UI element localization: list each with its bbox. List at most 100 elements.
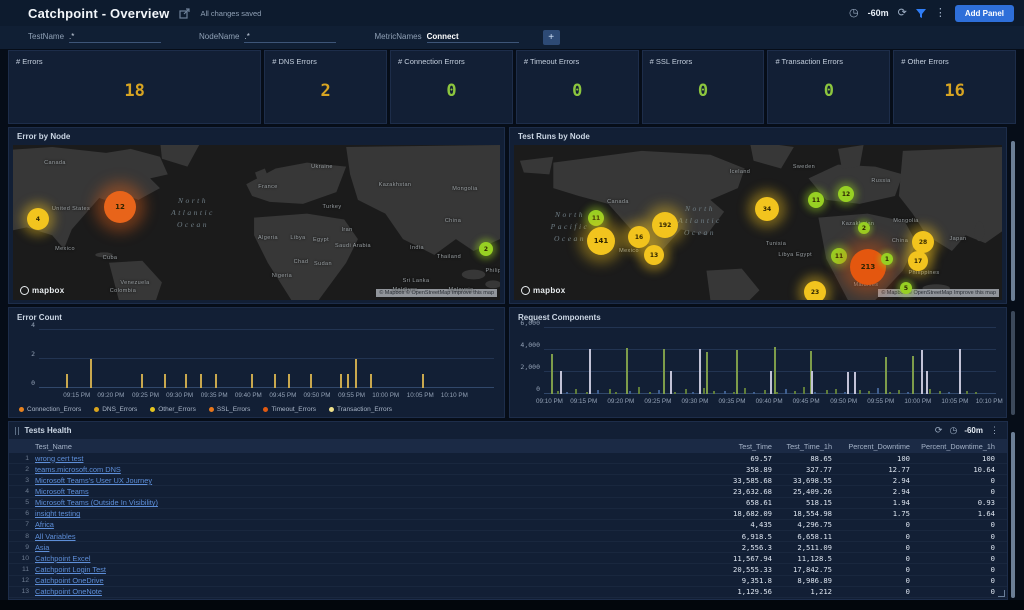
test-name-link[interactable]: Microsoft Teams xyxy=(35,486,89,496)
map-test-runs-by-node[interactable]: mapbox © Mapbox © OpenStreetMap Improve … xyxy=(514,145,1002,300)
grid-line xyxy=(544,371,996,373)
table-row[interactable]: 8 All Variables 6,918.5 6,658.11 0 0 xyxy=(9,531,1007,543)
add-filter-button[interactable]: + xyxy=(542,30,560,45)
test-name-link[interactable]: Microsoft Teams (Outside In Visibility) xyxy=(35,498,158,508)
table-clock-icon[interactable]: ◷ xyxy=(949,425,958,435)
table-row[interactable]: 6 insight testing 18,682.09 18,554.98 1.75 1.… xyxy=(9,509,1007,520)
map-bubble[interactable]: 17 xyxy=(908,251,928,271)
test-name-link[interactable]: Catchpoint OneDrive xyxy=(35,576,104,586)
table-row[interactable]: 4 Microsoft Teams 23,632.68 25,409.26 2.94 0 xyxy=(9,486,1007,498)
legend-dot-icon xyxy=(94,407,100,412)
map-bubble[interactable]: 11 xyxy=(808,192,824,208)
legend-dot-icon xyxy=(263,407,269,412)
mapbox-logo[interactable]: mapbox xyxy=(20,286,64,295)
table-row[interactable]: 13 Catchpoint OneNote 1,129.56 1,212 0 0 xyxy=(9,587,1007,598)
legend-dot-icon xyxy=(208,407,214,412)
test-name-link[interactable]: Catchpoint OneNote xyxy=(35,587,102,597)
map-bubble[interactable]: 4 xyxy=(27,208,49,230)
map-bubble[interactable]: 16 xyxy=(628,226,650,248)
legend-item-ssl-errors[interactable]: SSL_Errors xyxy=(208,406,250,413)
map-error-by-node[interactable]: mapbox © Mapbox © OpenStreetMap Improve … xyxy=(13,145,500,300)
drag-handle-icon[interactable] xyxy=(15,426,19,435)
column-header-test-time-1h[interactable]: Test_Time_1h xyxy=(786,441,832,451)
map-bubble[interactable]: 2 xyxy=(479,242,493,256)
table-row[interactable]: 1 wrong cert test 69.57 88.65 100 100 xyxy=(9,453,1007,465)
bar-component-small-blue xyxy=(843,391,846,394)
bar-component-small-blue xyxy=(565,392,568,394)
test-name-link[interactable]: Africa xyxy=(35,520,54,530)
map-bubble[interactable]: 34 xyxy=(755,197,779,221)
legend-item-other-errors[interactable]: Other_Errors xyxy=(150,406,196,413)
filter-value-input[interactable]: .* xyxy=(69,32,162,43)
stat-value: 0 xyxy=(697,81,709,101)
test-name-link[interactable]: teams.microsoft.com DNS xyxy=(35,464,121,474)
test-name-link[interactable]: wrong cert test xyxy=(35,453,84,463)
test-name-link[interactable]: All Variables xyxy=(35,531,76,541)
bar-component-a xyxy=(773,346,776,394)
table-row[interactable]: 5 Microsoft Teams (Outside In Visibility)… xyxy=(9,498,1007,509)
bar-component-small-green xyxy=(775,391,778,394)
table-row[interactable]: 11 Catchpoint Login Test 20,555.33 17,842.7… xyxy=(9,564,1007,576)
table-refresh-icon[interactable]: ⟳ xyxy=(934,425,943,435)
share-icon[interactable] xyxy=(179,7,191,19)
add-panel-button[interactable]: Add Panel xyxy=(954,4,1014,22)
bar-component-small-green xyxy=(888,391,891,394)
table-row[interactable]: 7 Africa 4,435 4,296.75 0 0 xyxy=(9,520,1007,531)
map-bubble[interactable]: 192 xyxy=(652,212,678,238)
table-row[interactable]: 9 Asia 2,556.3 2,511.09 0 0 xyxy=(9,542,1007,554)
table-row[interactable]: 10 Catchpoint Excel 11,567.94 11,128.5 0 0 xyxy=(9,553,1007,565)
column-header-percent-downtime-1h[interactable]: Percent_Downtime_1h xyxy=(921,441,995,451)
resize-handle-icon[interactable] xyxy=(998,590,1005,597)
x-tick-label: 09:30 PM xyxy=(166,392,194,399)
legend-item-timeout-errors[interactable]: Timeout_Errors xyxy=(263,406,316,413)
kebab-menu-icon[interactable]: ⋮ xyxy=(934,6,946,19)
map-bubble[interactable]: 28 xyxy=(912,231,934,253)
clock-icon[interactable]: ◷ xyxy=(849,6,859,19)
map-bubble[interactable]: 11 xyxy=(588,210,604,226)
column-header-test-name[interactable]: Test_Name xyxy=(35,441,72,451)
country-label: Thailand xyxy=(436,254,462,260)
map-attribution[interactable]: © Mapbox © OpenStreetMap Improve this ma… xyxy=(878,289,999,297)
cell-value: 0 xyxy=(990,542,995,552)
map-bubble[interactable]: 23 xyxy=(804,281,826,300)
bar-errors xyxy=(288,373,291,388)
map-attribution[interactable]: © Mapbox © OpenStreetMap Improve this ma… xyxy=(376,289,497,297)
map-bubble[interactable]: 13 xyxy=(644,245,664,265)
table-column-headers[interactable]: Test_Name Test_Time Test_Time_1h Percent_Do… xyxy=(9,439,1007,453)
map-bubble[interactable]: 2 xyxy=(858,222,870,234)
test-name-link[interactable]: Catchpoint Excel xyxy=(35,553,91,563)
refresh-icon[interactable]: ⟳ xyxy=(897,6,907,19)
map-bubble[interactable]: 11 xyxy=(831,248,847,264)
table-time-range[interactable]: -60m xyxy=(964,426,983,435)
mapbox-logo[interactable]: mapbox xyxy=(521,286,565,295)
map-bubble[interactable]: 141 xyxy=(587,227,615,255)
map-bubble[interactable]: 12 xyxy=(104,191,136,223)
column-header-percent-downtime[interactable]: Percent_Downtime xyxy=(848,441,910,451)
scrollbar-maps-row[interactable] xyxy=(1011,141,1015,301)
table-kebab-icon[interactable]: ⋮ xyxy=(990,425,999,435)
map-bubble[interactable]: 5 xyxy=(900,282,912,294)
test-name-link[interactable]: insight testing xyxy=(35,509,81,519)
test-name-link[interactable]: Microsoft Teams's User UX Journey xyxy=(35,475,153,485)
test-name-link[interactable]: Asia xyxy=(35,542,50,552)
legend-item-connection-errors[interactable]: Connection_Errors xyxy=(19,406,81,413)
table-row[interactable]: 12 Catchpoint OneDrive 9,351.8 8,986.89 0 0 xyxy=(9,576,1007,587)
column-header-test-time[interactable]: Test_Time xyxy=(738,441,772,451)
grid-line xyxy=(39,329,494,330)
filter-icon[interactable] xyxy=(915,8,926,18)
test-name-link[interactable]: Catchpoint Login Test xyxy=(35,564,106,574)
table-row[interactable]: 3 Microsoft Teams's User UX Journey 33,585… xyxy=(9,475,1007,487)
filter-value-input[interactable]: .* xyxy=(244,32,337,43)
table-row[interactable]: 2 teams.microsoft.com DNS 358.89 327.77 12.7… xyxy=(9,464,1007,476)
row-index: 7 xyxy=(25,521,29,529)
map-bubble[interactable]: 12 xyxy=(838,186,854,202)
time-range[interactable]: -60m xyxy=(867,8,889,18)
legend-item-transaction-errors[interactable]: Transaction_Errors xyxy=(329,406,392,413)
map-bubble[interactable]: 213 xyxy=(850,249,886,285)
scrollbar-charts-row[interactable] xyxy=(1011,311,1015,415)
scrollbar-table-row[interactable] xyxy=(1011,432,1015,598)
legend-item-dns-errors[interactable]: DNS_Errors xyxy=(94,406,137,413)
x-tick-label: 09:50 PM xyxy=(830,398,858,405)
filter-value-input[interactable]: Connect xyxy=(426,32,519,43)
map-bubble[interactable]: 1 xyxy=(881,253,893,265)
